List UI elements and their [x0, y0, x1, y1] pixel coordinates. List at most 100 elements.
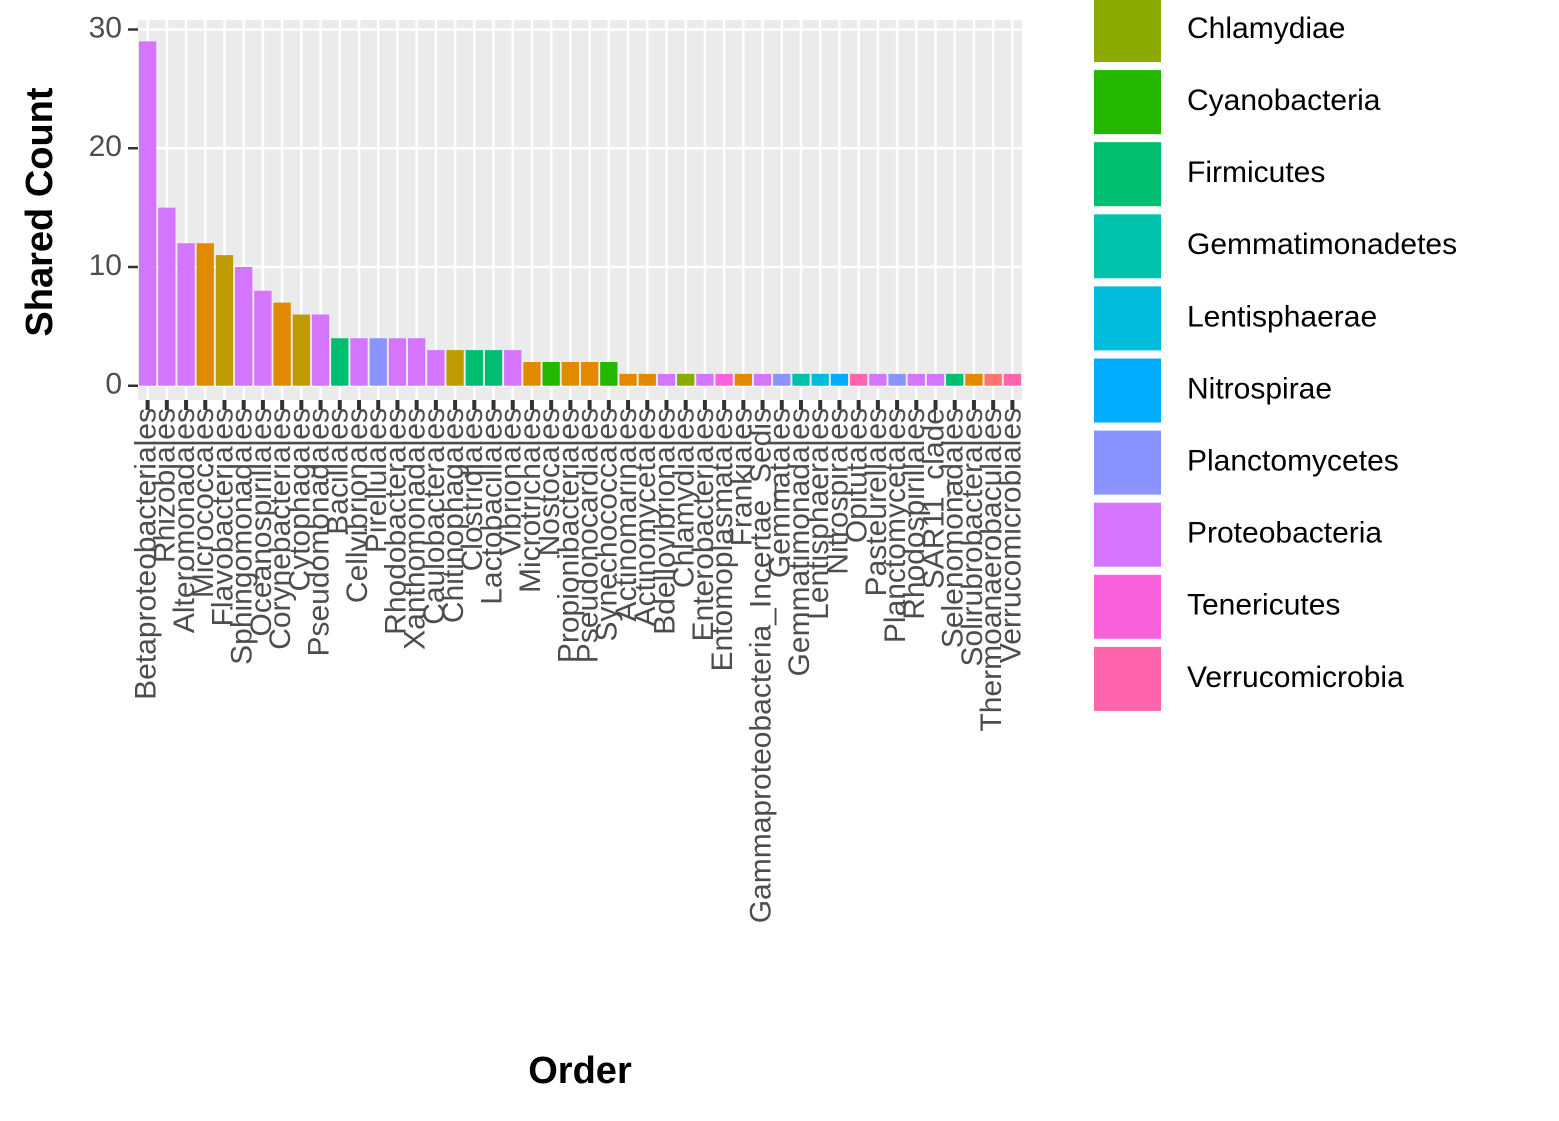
x-tick-label: Pseudomonadales — [302, 408, 335, 657]
x-tick-label: Lentisphaerales — [802, 408, 835, 620]
bar — [792, 373, 810, 386]
bar — [215, 255, 234, 386]
bar — [273, 302, 291, 386]
legend-label: Cyanobacteria — [1187, 84, 1381, 117]
bar — [542, 362, 560, 386]
bar — [946, 373, 964, 386]
x-tick-label: Chlamydiales — [668, 408, 701, 588]
bar — [1003, 373, 1022, 386]
bar — [311, 314, 330, 386]
bar — [446, 350, 464, 386]
bar — [657, 373, 676, 386]
x-tick-label: Caulobacterales — [418, 408, 451, 625]
legend-label: Tenericutes — [1187, 589, 1340, 622]
x-tick-label: Verrucomicrobiales — [994, 408, 1027, 663]
bar — [850, 373, 868, 386]
x-tick-label: Solirubrobacterales — [956, 408, 989, 666]
x-tick-label: Nitrospirales — [821, 408, 854, 575]
x-tick-label: Planctomycetales — [879, 408, 912, 643]
legend-label: Verrucomicrobia — [1187, 661, 1404, 694]
x-tick-label: Sphingomonadales — [226, 408, 259, 665]
bar — [600, 362, 618, 386]
x-tick-label: Pirellulales — [360, 408, 393, 553]
y-axis-title: Shared Count — [19, 87, 61, 336]
legend-key — [1094, 502, 1161, 567]
bar — [580, 362, 599, 386]
bar — [965, 373, 983, 386]
x-tick-label: Gemmatimonadales — [783, 408, 816, 676]
x-tick-label: Opitutales — [841, 408, 874, 543]
legend-label: Chlamydiae — [1187, 12, 1345, 45]
x-tick-label: Bacillales — [322, 408, 355, 535]
legend-label: Planctomycetes — [1187, 445, 1399, 478]
x-tick-label: Betaproteobacteriales — [130, 408, 163, 700]
y-tick-label: 20 — [89, 130, 122, 163]
bar — [369, 338, 387, 386]
bar — [734, 373, 752, 386]
bar — [138, 41, 157, 386]
bar — [753, 373, 772, 386]
x-tick-label: Xanthomonadales — [399, 408, 432, 650]
x-tick-label: Gemmatales — [764, 408, 797, 578]
x-tick-label: SAR11_clade — [917, 408, 950, 589]
x-tick-label: Alteromonadales — [168, 408, 201, 633]
bar — [811, 373, 829, 386]
legend-key — [1094, 430, 1161, 495]
bar — [677, 373, 695, 386]
x-tick-label: Cytophagales — [283, 408, 316, 591]
bar — [292, 314, 310, 386]
bar — [388, 338, 407, 386]
x-tick-label: Rhodospirillales — [898, 408, 931, 620]
legend-key — [1094, 286, 1161, 351]
x-tick-label: Flavobacteriales — [206, 408, 239, 626]
x-tick-label: Entomoplasmatales — [706, 408, 739, 671]
bar — [773, 373, 791, 386]
x-tick-label: Propionibacteriales — [552, 408, 585, 663]
x-tick-label: Bdellovibrionales — [648, 408, 681, 635]
bar — [484, 350, 503, 386]
x-tick-label: Nostocales — [533, 408, 566, 556]
bar — [465, 350, 483, 386]
bar — [561, 362, 580, 386]
bar — [408, 338, 426, 386]
x-tick-label: Rhizobiales — [149, 408, 182, 563]
x-tick-label: Synechococcales — [591, 408, 624, 641]
legend-key — [1094, 646, 1161, 711]
bar — [158, 207, 176, 386]
bar — [696, 373, 714, 386]
y-tick-label: 10 — [89, 249, 122, 282]
bar — [984, 373, 1002, 386]
x-tick-label: Thermoanaerobaculales — [975, 408, 1008, 732]
legend-key — [1094, 358, 1161, 423]
x-tick-label: Selenomonadales — [937, 408, 970, 648]
x-tick-label: Vibrionales — [495, 408, 528, 556]
legend-label: Firmicutes — [1187, 156, 1325, 189]
legend-label: Nitrospirae — [1187, 372, 1332, 405]
x-tick-label: Rhodobacterales — [379, 408, 412, 635]
bar — [907, 373, 925, 386]
x-tick-label: Lactobacillales — [475, 408, 508, 605]
bar — [331, 338, 349, 386]
x-tick-label: Microtrichales — [514, 408, 547, 593]
x-axis-title: Order — [528, 1050, 632, 1092]
y-tick-label: 30 — [89, 11, 122, 44]
x-tick-label: Frankiales — [725, 408, 758, 546]
legend-label: Lentisphaerae — [1187, 300, 1377, 333]
legend-label: Gemmatimonadetes — [1187, 228, 1457, 261]
bar — [888, 373, 906, 386]
legend-label: Proteobacteria — [1187, 517, 1382, 550]
bar — [235, 267, 253, 386]
x-tick-label: Actinomarinales — [610, 408, 643, 621]
y-tick-label: 0 — [105, 368, 122, 401]
bar — [254, 290, 272, 386]
x-tick-label: Pseudonocardiales — [572, 408, 605, 663]
bar — [869, 373, 887, 386]
bar — [715, 373, 733, 386]
bar — [427, 350, 445, 386]
x-tick-label: Pasteurellales — [860, 408, 893, 596]
bar — [196, 243, 214, 386]
bar — [504, 350, 522, 386]
x-tick-label: Chitinophagales — [437, 408, 470, 623]
legend-key — [1094, 70, 1161, 135]
